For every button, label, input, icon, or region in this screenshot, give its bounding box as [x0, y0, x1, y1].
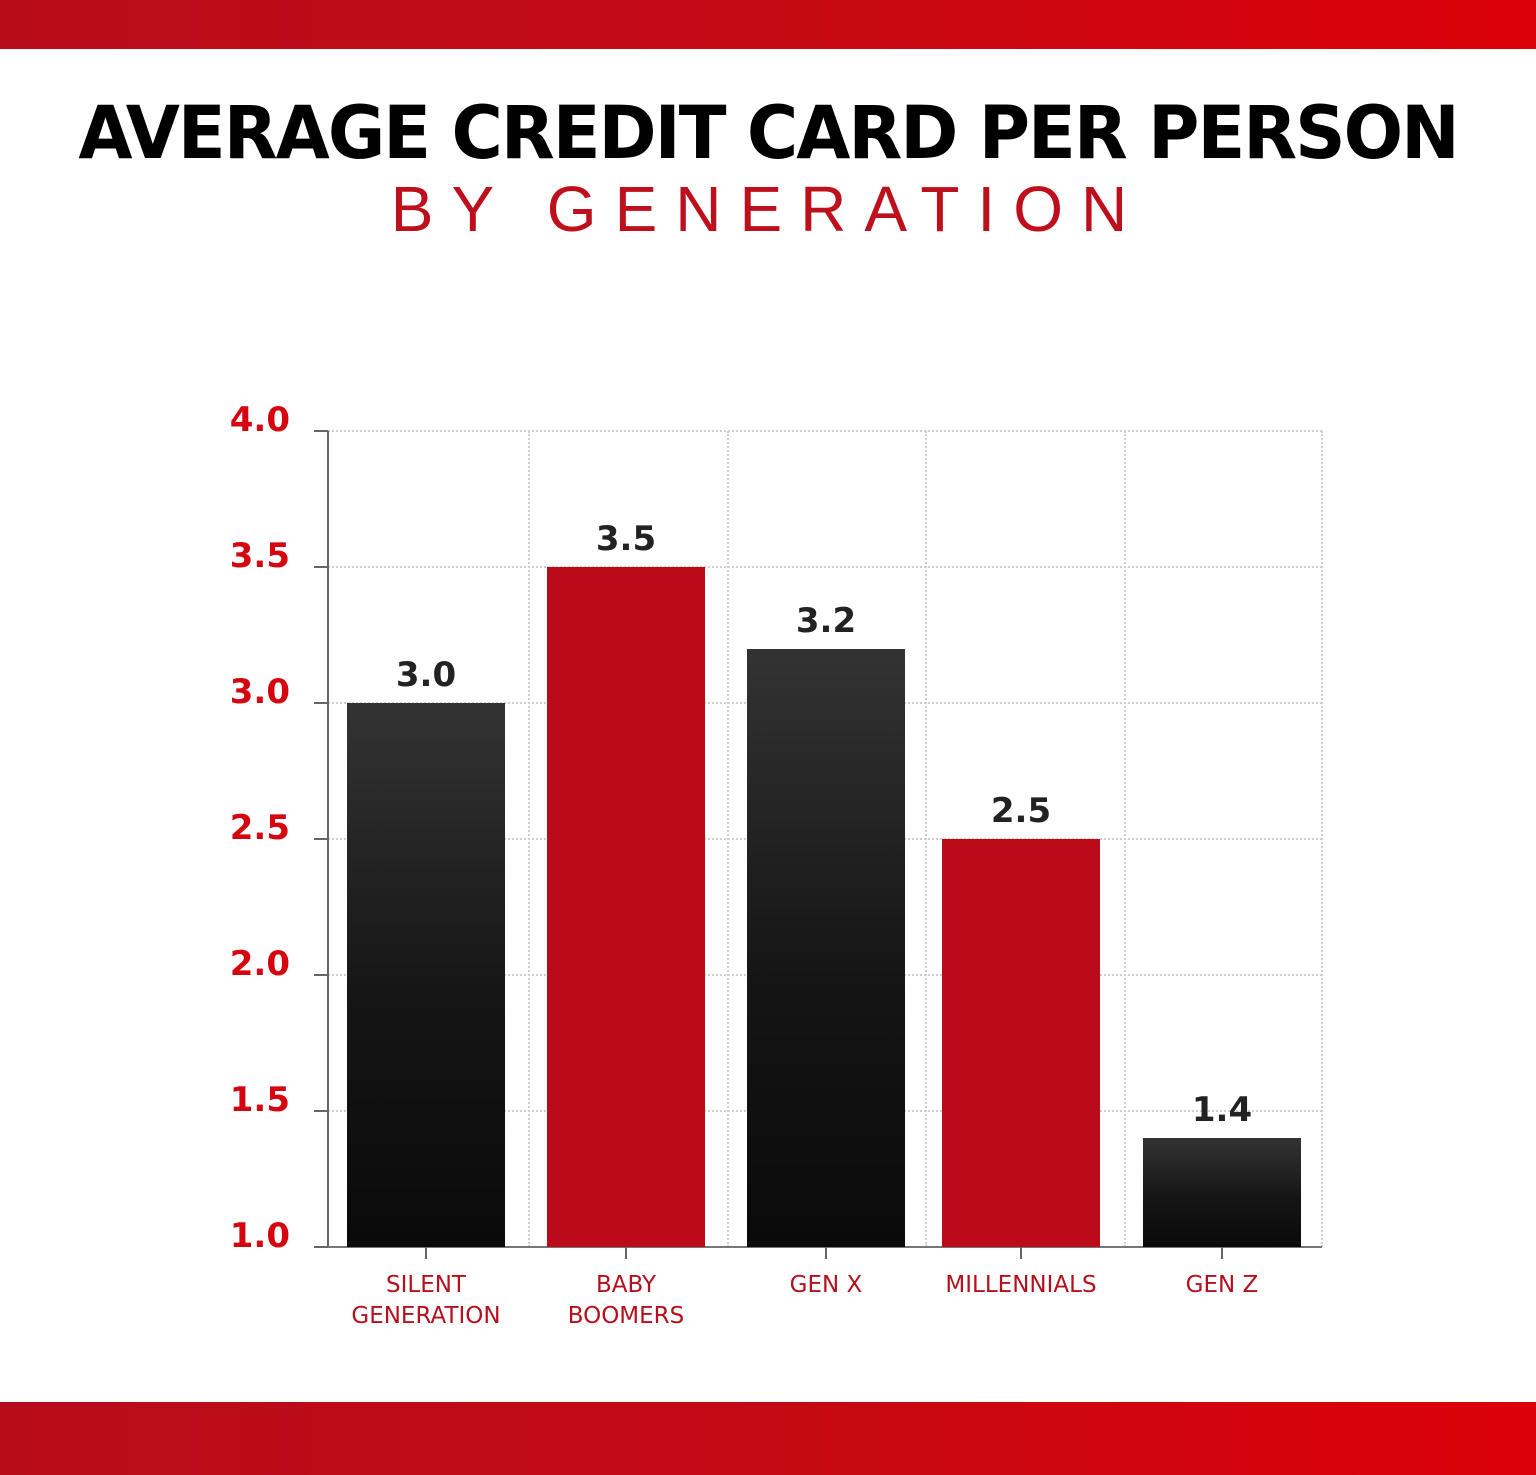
y-tick-mark — [314, 838, 328, 840]
y-axis-line — [327, 431, 329, 1248]
x-category-label: SILENT GENERATION — [351, 1272, 501, 1329]
y-tick-mark — [314, 1110, 328, 1112]
horizontal-gridline — [328, 566, 1322, 568]
x-tick-mark — [425, 1247, 427, 1259]
x-tick-mark — [1221, 1247, 1223, 1259]
y-tick-mark — [314, 702, 328, 704]
x-tick-mark — [825, 1247, 827, 1259]
horizontal-gridline — [328, 430, 1322, 432]
vertical-gridline — [1321, 431, 1323, 1247]
x-category-label: BABY BOOMERS — [567, 1272, 685, 1329]
bar-value-label: 2.5 — [990, 791, 1052, 831]
y-tick-label: 3.5 — [229, 536, 290, 576]
bar-value-label: 3.5 — [595, 519, 657, 559]
vertical-gridline — [1124, 431, 1126, 1247]
x-category-label: GEN Z — [1185, 1272, 1259, 1298]
bar-value-label: 3.2 — [795, 600, 857, 641]
chart-title: AVERAGE CREDIT CARD PER PERSON — [78, 89, 1459, 177]
y-tick-mark — [314, 566, 328, 568]
bar-gen-x — [747, 648, 905, 1247]
y-tick-label: 1.0 — [229, 1216, 290, 1256]
x-category-label: MILLENNIALS — [945, 1272, 1097, 1298]
vertical-gridline — [727, 431, 729, 1247]
bar-gen-z — [1143, 1138, 1301, 1247]
bar-millennials — [942, 839, 1100, 1247]
y-tick-mark — [314, 974, 328, 976]
bar-baby-boomers — [547, 567, 705, 1247]
y-tick-label: 1.5 — [229, 1080, 290, 1120]
bottom-red-band — [0, 1402, 1536, 1475]
bar-value-label: 1.4 — [1191, 1090, 1253, 1131]
x-category-label: GEN X — [789, 1272, 863, 1298]
x-axis-line — [314, 1246, 1322, 1248]
y-tick-label: 3.0 — [229, 672, 290, 712]
top-red-band — [0, 0, 1536, 49]
bar-silent-generation — [347, 703, 505, 1247]
vertical-gridline — [925, 431, 927, 1247]
y-tick-mark — [314, 430, 328, 432]
chart-subtitle: BY GENERATION — [390, 173, 1146, 245]
y-tick-label: 2.0 — [229, 944, 290, 984]
y-tick-label: 4.0 — [229, 400, 290, 440]
x-tick-mark — [1020, 1247, 1022, 1259]
y-tick-mark — [314, 1246, 328, 1248]
y-tick-label: 2.5 — [229, 808, 290, 848]
x-tick-mark — [625, 1247, 627, 1259]
bar-value-label: 3.0 — [395, 655, 457, 695]
vertical-gridline — [528, 431, 530, 1247]
